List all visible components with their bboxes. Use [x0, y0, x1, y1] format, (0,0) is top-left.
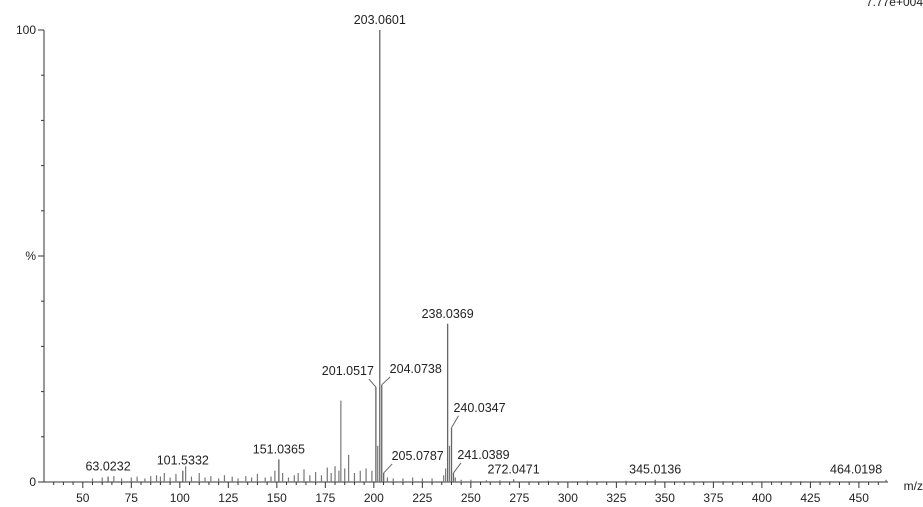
- x-tick-label: 200: [364, 491, 384, 505]
- x-tick-label: 450: [849, 491, 869, 505]
- peak-label: 101.5332: [157, 454, 209, 468]
- peak-label: 240.0347: [453, 401, 505, 415]
- x-tick-label: 75: [125, 491, 139, 505]
- peak-label: 151.0365: [253, 442, 305, 456]
- peak-label-leader: [453, 462, 462, 474]
- x-tick-label: 225: [412, 491, 432, 505]
- peak-label: 464.0198: [830, 463, 882, 477]
- y-tick-label: 0: [29, 475, 36, 489]
- peak-label: 204.0738: [390, 362, 442, 376]
- peak-label: 241.0389: [457, 448, 509, 462]
- peak-label: 238.0369: [422, 307, 474, 321]
- x-tick-label: 250: [461, 491, 481, 505]
- x-tick-label: 150: [267, 491, 287, 505]
- peak-label-leader: [381, 376, 391, 386]
- peak-label: 201.0517: [322, 364, 374, 378]
- peak-label: 205.0787: [392, 449, 444, 463]
- x-tick-label: 50: [76, 491, 90, 505]
- peak-label-leader: [368, 378, 377, 388]
- x-tick-label: 350: [655, 491, 675, 505]
- peak-label: 272.0471: [488, 462, 540, 476]
- y-tick-label: %: [25, 249, 36, 263]
- y-tick-label: 100: [16, 23, 36, 37]
- x-tick-label: 125: [218, 491, 238, 505]
- x-tick-label: 325: [606, 491, 626, 505]
- x-tick-label: 275: [509, 491, 529, 505]
- x-tick-label: 375: [703, 491, 723, 505]
- y-axis-ticks: 0% 100: [16, 23, 44, 489]
- spectrum-peaks: [91, 30, 887, 482]
- x-axis-label: m/z: [904, 479, 923, 493]
- peak-label: 203.0601: [354, 13, 406, 27]
- peak-label-leader: [383, 463, 393, 474]
- peak-label: 345.0136: [629, 463, 681, 477]
- x-axis-ticks: 50 75 100 125 150 175 200 225 250 275 300 325 350 375…: [53, 482, 879, 505]
- x-tick-label: 400: [752, 491, 772, 505]
- x-tick-label: 300: [558, 491, 578, 505]
- peak-label: 63.0232: [85, 460, 130, 474]
- x-tick-label: 175: [315, 491, 335, 505]
- peak-label-leader: [451, 415, 459, 429]
- corner-intensity-label: 7.77e+004: [866, 0, 923, 9]
- x-tick-label: 100: [170, 491, 190, 505]
- peak-labels: 63.0232 101.5332 151.0365 201.0517 203.0601 2…: [85, 13, 882, 477]
- x-tick-label: 425: [800, 491, 820, 505]
